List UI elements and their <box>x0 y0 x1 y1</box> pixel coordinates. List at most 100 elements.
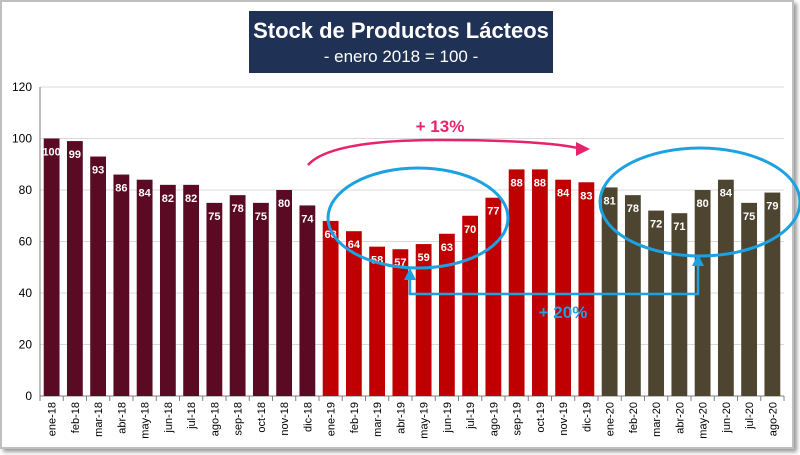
data-label-jul-18: 82 <box>185 193 197 205</box>
data-label-ago-19: 77 <box>487 206 499 218</box>
bar-nov-18 <box>276 190 293 396</box>
x-tick-label: feb-20 <box>628 402 640 433</box>
data-label-jul-20: 75 <box>743 211 755 223</box>
bar-jul-18 <box>183 184 200 396</box>
bar-jun-18 <box>159 184 176 396</box>
data-label-ene-18: 100 <box>42 147 60 159</box>
x-axis: ene-18 feb-18 mar-18 abr-18 may-18 jun-18 jul-… <box>39 396 785 439</box>
bar-jun-19 <box>438 233 455 396</box>
bar-jul-19 <box>462 215 479 396</box>
increase-20-arrowhead-left <box>404 268 416 280</box>
x-tick-label: may-18 <box>140 402 152 439</box>
bar-dic-18 <box>299 205 316 396</box>
x-tick-label: ene-18 <box>47 402 59 436</box>
data-label-feb-20: 78 <box>627 203 639 215</box>
data-label-oct-18: 75 <box>255 211 267 223</box>
y-tick-label: 100 <box>12 132 32 146</box>
x-tick-label: dic-19 <box>581 402 593 432</box>
data-label-jul-19: 70 <box>464 224 476 236</box>
y-axis: 0 20 40 60 80 100 120 <box>12 80 41 403</box>
x-tick-label: nov-18 <box>279 402 291 436</box>
data-label-sep-18: 78 <box>232 203 244 215</box>
data-label-nov-18: 80 <box>278 198 290 210</box>
bar-abr-20 <box>671 213 688 396</box>
x-tick-label: abr-19 <box>395 402 407 434</box>
data-label-abr-20: 71 <box>673 221 685 233</box>
data-label-jun-18: 82 <box>162 193 174 205</box>
bar-nov-19 <box>555 179 572 396</box>
bar-jul-20 <box>741 202 758 396</box>
data-label-may-19: 59 <box>418 252 430 264</box>
bar-oct-19 <box>531 169 548 396</box>
increase-20-bracket <box>408 262 700 296</box>
y-tick-label: 20 <box>19 338 33 352</box>
data-label-dic-18: 74 <box>301 213 314 225</box>
increase-13-arrowhead <box>576 142 590 156</box>
data-label-may-20: 80 <box>697 198 709 210</box>
x-tick-label: mar-20 <box>651 402 663 437</box>
bar-jun-20 <box>717 179 734 396</box>
x-tick-label: ago-19 <box>488 402 500 436</box>
increase-20-label: + 20% <box>539 303 588 322</box>
bar-ago-18 <box>206 202 223 396</box>
x-tick-label: mar-18 <box>93 402 105 437</box>
y-tick-label: 40 <box>19 286 33 300</box>
x-tick-label: jul-19 <box>465 402 477 430</box>
annotations: + 13% + 20% <box>307 117 800 322</box>
data-label-may-18: 84 <box>139 188 152 200</box>
increase-20-arrowhead-right <box>692 254 704 266</box>
bar-ene-18 <box>43 138 60 396</box>
bar-mar-19 <box>369 246 386 396</box>
x-tick-label: jun-18 <box>163 402 175 434</box>
data-label-nov-19: 84 <box>557 188 570 200</box>
chart-title: Stock de Productos Lácteos <box>253 18 549 43</box>
x-tick-label: sep-18 <box>233 402 245 436</box>
y-tick-label: 0 <box>25 389 32 403</box>
highlight-ellipse-2019 <box>326 166 510 270</box>
bar-ene-19 <box>322 220 339 396</box>
bar-abr-18 <box>113 174 130 396</box>
bar-may-19 <box>415 244 432 396</box>
data-label-ago-18: 75 <box>208 211 220 223</box>
data-label-feb-18: 99 <box>69 149 81 161</box>
data-label-ago-20: 79 <box>766 201 778 213</box>
x-tick-label: jul-18 <box>186 402 198 430</box>
highlight-ellipse-2020 <box>598 146 800 258</box>
bar-mar-20 <box>648 210 665 396</box>
x-tick-label: abr-20 <box>674 402 686 434</box>
bar-ene-20 <box>601 187 618 396</box>
x-tick-label: nov-19 <box>558 402 570 436</box>
data-label-mar-18: 93 <box>92 165 104 177</box>
x-tick-label: may-20 <box>698 402 710 439</box>
data-label-feb-19: 64 <box>348 239 361 251</box>
bar-may-18 <box>136 179 153 396</box>
y-tick-label: 120 <box>12 80 32 94</box>
bar-may-20 <box>694 190 711 396</box>
title-box: Stock de Productos Lácteos - enero 2018 … <box>249 11 553 73</box>
x-tick-label: ene-19 <box>326 402 338 436</box>
data-label-ene-20: 81 <box>604 195 616 207</box>
x-tick-label: oct-19 <box>535 402 547 433</box>
increase-13-arrow <box>307 138 579 166</box>
bar-feb-20 <box>624 195 641 396</box>
bar-feb-18 <box>66 141 83 396</box>
data-label-mar-20: 72 <box>650 219 662 231</box>
x-tick-label: may-19 <box>419 402 431 439</box>
chart-subtitle: - enero 2018 = 100 - <box>323 47 479 66</box>
bar-ago-19 <box>485 197 502 396</box>
data-label-dic-19: 83 <box>580 190 592 202</box>
bar-feb-19 <box>345 231 362 396</box>
data-label-abr-18: 86 <box>115 183 127 195</box>
data-label-oct-19: 88 <box>534 177 546 189</box>
y-tick-label: 80 <box>19 183 33 197</box>
x-tick-label: jul-20 <box>744 402 756 430</box>
data-label-jun-19: 63 <box>441 242 453 254</box>
bar-mar-18 <box>90 156 107 396</box>
x-tick-label: jun-20 <box>721 402 733 434</box>
x-tick-label: ene-20 <box>605 402 617 436</box>
x-tick-label: mar-19 <box>372 402 384 437</box>
data-label-sep-19: 88 <box>511 177 523 189</box>
x-tick-label: feb-19 <box>349 402 361 433</box>
